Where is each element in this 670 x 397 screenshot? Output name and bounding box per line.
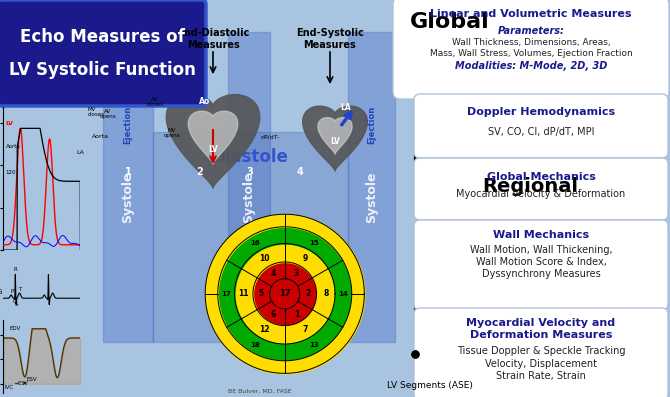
Text: 8: 8 (323, 289, 328, 298)
Text: LV Segments (ASE): LV Segments (ASE) (387, 380, 473, 389)
Text: LV: LV (208, 145, 218, 154)
Text: 6: 6 (271, 310, 275, 318)
Text: EDV: EDV (9, 326, 21, 331)
Text: 13: 13 (309, 341, 319, 347)
Text: MV
closes: MV closes (88, 107, 105, 118)
Polygon shape (166, 94, 260, 188)
Text: Regional: Regional (482, 177, 578, 197)
Text: Global: Global (410, 12, 490, 32)
Polygon shape (188, 111, 238, 164)
Text: LV Systolic Function: LV Systolic Function (9, 61, 196, 79)
Text: Dyssynchrony Measures: Dyssynchrony Measures (482, 269, 600, 279)
Text: Wall Mechanics: Wall Mechanics (493, 230, 589, 240)
Text: 3: 3 (247, 167, 253, 177)
FancyBboxPatch shape (393, 0, 669, 99)
Text: 11: 11 (239, 289, 249, 298)
Text: 7: 7 (303, 325, 308, 334)
Text: Doppler Hemodynamics: Doppler Hemodynamics (467, 107, 615, 117)
Text: 16: 16 (251, 240, 260, 246)
Text: Q: Q (13, 299, 17, 304)
Text: T: T (18, 287, 21, 292)
Text: 4: 4 (297, 167, 304, 177)
Text: 17: 17 (279, 289, 291, 298)
Text: S: S (14, 302, 18, 307)
Text: 120: 120 (5, 170, 16, 175)
Text: 5: 5 (259, 289, 264, 298)
Text: 4: 4 (271, 269, 275, 278)
Text: BE Bulver, MD, FASE: BE Bulver, MD, FASE (228, 389, 292, 393)
Text: 1: 1 (294, 310, 299, 318)
Bar (103, 32, 153, 342)
Text: Velocity, Displacement: Velocity, Displacement (485, 359, 597, 369)
Text: Mass, Wall Stress, Volumes, Ejection Fraction: Mass, Wall Stress, Volumes, Ejection Fra… (429, 48, 632, 58)
Text: Ejection: Ejection (368, 106, 377, 144)
Text: Strain Rate, Strain: Strain Rate, Strain (496, 371, 586, 381)
Text: Aorta: Aorta (92, 135, 109, 139)
Text: 2: 2 (196, 167, 204, 177)
Text: Systole: Systole (121, 171, 135, 223)
Text: ECG: ECG (0, 289, 3, 295)
Text: 2: 2 (306, 289, 311, 298)
FancyBboxPatch shape (414, 220, 668, 310)
Text: Echo Measures of: Echo Measures of (19, 28, 184, 46)
Bar (228, 32, 270, 342)
Text: LV: LV (330, 137, 340, 146)
FancyBboxPatch shape (414, 94, 668, 158)
Text: Tissue Doppler & Speckle Tracking: Tissue Doppler & Speckle Tracking (457, 346, 625, 356)
Text: 1: 1 (125, 167, 131, 177)
Text: 17: 17 (221, 291, 231, 297)
Text: ESV: ESV (27, 378, 37, 382)
Text: 3: 3 (294, 269, 299, 278)
Polygon shape (303, 106, 367, 171)
Text: Diastole: Diastole (212, 148, 289, 166)
Text: Global Mechanics: Global Mechanics (486, 172, 596, 182)
Text: Ao: Ao (200, 98, 210, 106)
Text: Parameters:: Parameters: (498, 26, 564, 36)
FancyBboxPatch shape (0, 0, 206, 106)
Text: Modalities: M-Mode, 2D, 3D: Modalities: M-Mode, 2D, 3D (455, 61, 607, 71)
Text: Aorta: Aorta (5, 145, 21, 150)
Text: IVC: IVC (5, 385, 14, 390)
Text: 12: 12 (259, 325, 269, 334)
Text: LV: LV (5, 121, 13, 126)
FancyBboxPatch shape (414, 308, 668, 397)
Text: Deformation Measures: Deformation Measures (470, 330, 612, 340)
Text: Wall Thickness, Dimensions, Areas,: Wall Thickness, Dimensions, Areas, (452, 37, 610, 46)
Text: Wall Motion, Wall Thickening,: Wall Motion, Wall Thickening, (470, 245, 612, 255)
Text: Wall Motion Score & Index,: Wall Motion Score & Index, (476, 257, 606, 267)
Text: End-Systolic
Measures: End-Systolic Measures (296, 28, 364, 50)
Text: R: R (13, 267, 17, 272)
Text: 9: 9 (303, 254, 308, 263)
Text: P: P (10, 289, 13, 294)
Text: MV
opens: MV opens (163, 127, 180, 139)
FancyBboxPatch shape (414, 158, 668, 220)
Text: Myocardial Velocity and: Myocardial Velocity and (466, 318, 616, 328)
Text: SV, CO, CI, dP/dT, MPI: SV, CO, CI, dP/dT, MPI (488, 127, 594, 137)
Text: ←ESV: ←ESV (15, 381, 29, 386)
Text: 15: 15 (310, 240, 319, 246)
Text: 18: 18 (251, 341, 261, 347)
Text: LA: LA (76, 150, 84, 154)
Text: AV
closes: AV closes (147, 96, 163, 108)
Text: Myocardial Velocity & Deformation: Myocardial Velocity & Deformation (456, 189, 626, 199)
Text: 14: 14 (338, 291, 348, 297)
Polygon shape (318, 118, 352, 154)
Text: Systole: Systole (243, 171, 255, 223)
Text: End-Diastolic
Measures: End-Diastolic Measures (177, 28, 249, 50)
Text: dP/dT-: dP/dT- (261, 135, 279, 139)
Text: LA: LA (340, 102, 351, 112)
Text: Ejection: Ejection (123, 106, 133, 144)
Text: Systole: Systole (366, 171, 379, 223)
Text: 10: 10 (259, 254, 269, 263)
Text: Linear and Volumetric Measures: Linear and Volumetric Measures (430, 9, 632, 19)
Bar (348, 32, 395, 342)
Text: AV
opens: AV opens (100, 109, 117, 119)
Bar (153, 132, 348, 342)
